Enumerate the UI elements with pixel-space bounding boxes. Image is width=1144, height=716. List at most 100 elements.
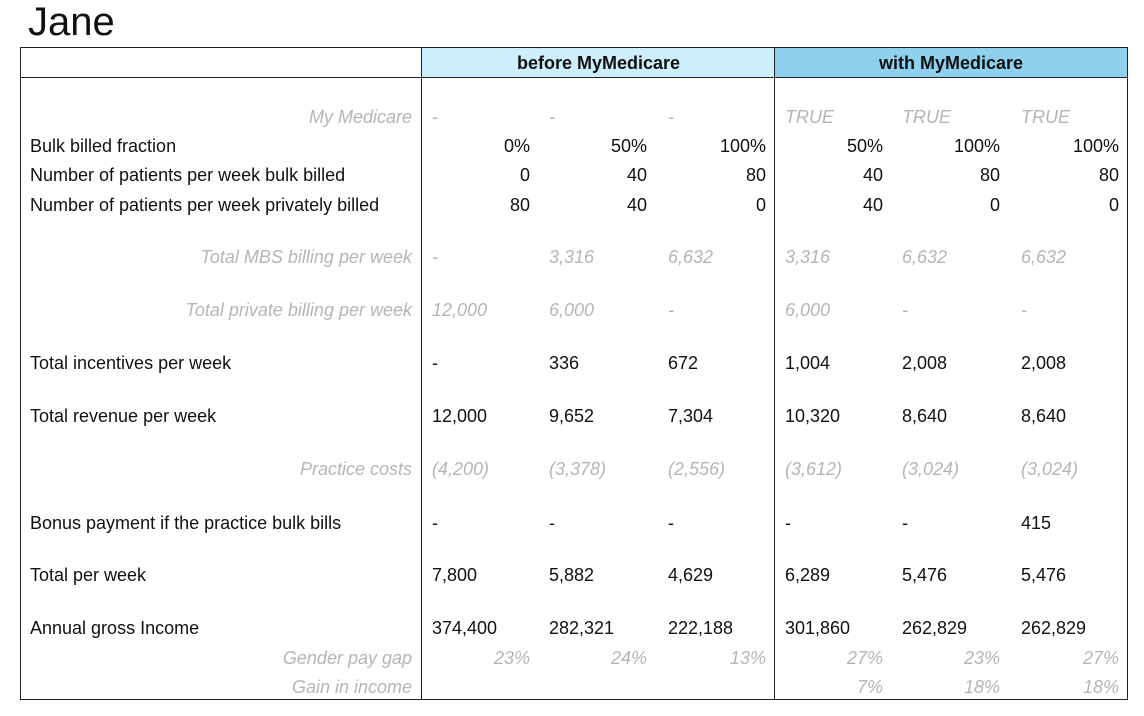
table-cell: 10,320 bbox=[785, 406, 841, 426]
table-cell: 415 bbox=[1021, 513, 1052, 533]
table-cell: 0 bbox=[989, 195, 1000, 215]
table-cell: (3,024) bbox=[902, 459, 960, 479]
table-cell: (3,024) bbox=[1021, 459, 1079, 479]
table-cell: 40 bbox=[626, 165, 647, 185]
table-cell: 80 bbox=[1098, 165, 1119, 185]
table-cell: 6,632 bbox=[1021, 247, 1067, 267]
table-frame bbox=[20, 47, 1128, 700]
table-cell: 0 bbox=[1108, 195, 1119, 215]
table-cell: - bbox=[668, 300, 674, 320]
table-cell: - bbox=[432, 107, 438, 127]
table-cell: 6,632 bbox=[668, 247, 714, 267]
table-cell: 3,316 bbox=[549, 247, 595, 267]
table-cell: 3,316 bbox=[785, 247, 831, 267]
table-cell: 23% bbox=[493, 648, 530, 668]
table-cell: 12,000 bbox=[432, 406, 488, 426]
table-cell: 80 bbox=[509, 195, 530, 215]
table-cell: 8,640 bbox=[1021, 406, 1067, 426]
table-cell: 50% bbox=[610, 136, 647, 156]
table-cell: 24% bbox=[610, 648, 647, 668]
page-title: Jane bbox=[28, 0, 115, 44]
table-cell: 27% bbox=[1082, 648, 1119, 668]
header-with-label: with MyMedicare bbox=[878, 53, 1024, 73]
table-cell: 100% bbox=[719, 136, 766, 156]
table-cell: 7,304 bbox=[668, 406, 714, 426]
table-cell: 2,008 bbox=[902, 353, 948, 373]
table-cell: - bbox=[549, 107, 555, 127]
table-cell: 1,004 bbox=[785, 353, 831, 373]
header-before-label: before MyMedicare bbox=[516, 53, 681, 73]
row-label: Total incentives per week bbox=[30, 353, 232, 373]
table-cell: 672 bbox=[668, 353, 699, 373]
table-cell: - bbox=[432, 353, 438, 373]
table-cell: 18% bbox=[1082, 677, 1119, 697]
table-cell: 40 bbox=[862, 195, 883, 215]
table-cell: 0 bbox=[519, 165, 530, 185]
header-before-background bbox=[422, 48, 775, 78]
table-cell: - bbox=[549, 513, 555, 533]
table-cell: 9,652 bbox=[549, 406, 595, 426]
table-cell: TRUE bbox=[785, 107, 834, 127]
table-cell: 6,000 bbox=[785, 300, 831, 320]
row-label: Practice costs bbox=[299, 459, 412, 479]
row-label: Total private billing per week bbox=[185, 300, 412, 320]
row-label: Bonus payment if the practice bulk bills bbox=[30, 513, 342, 533]
table-cell: 80 bbox=[979, 165, 1000, 185]
table-cell: 262,829 bbox=[1021, 618, 1087, 638]
table-cell: 282,321 bbox=[549, 618, 615, 638]
table-cell: TRUE bbox=[902, 107, 951, 127]
header-with-background bbox=[775, 48, 1127, 78]
table-cell: 336 bbox=[549, 353, 580, 373]
table-cell: 50% bbox=[846, 136, 883, 156]
table-cell: - bbox=[785, 513, 791, 533]
row-label: Gain in income bbox=[291, 677, 412, 697]
table-cell: 18% bbox=[963, 677, 1000, 697]
row-label: Number of patients per week privately bi… bbox=[30, 195, 380, 215]
header-divider bbox=[20, 77, 1128, 78]
row-label: Total revenue per week bbox=[30, 406, 217, 426]
table-cell: 0 bbox=[755, 195, 766, 215]
table-cell: 262,829 bbox=[902, 618, 968, 638]
row-label: Total MBS billing per week bbox=[200, 247, 412, 267]
table-cell: (2,556) bbox=[668, 459, 726, 479]
table-cell: - bbox=[432, 247, 438, 267]
table-cell: 40 bbox=[862, 165, 883, 185]
table-cell: 4,629 bbox=[668, 565, 714, 585]
row-label: Gender pay gap bbox=[282, 648, 412, 668]
table-cell: 13% bbox=[729, 648, 766, 668]
table-cell: - bbox=[668, 513, 674, 533]
table-cell: 222,188 bbox=[668, 618, 734, 638]
table-cell: - bbox=[1021, 300, 1027, 320]
table-cell: 27% bbox=[846, 648, 883, 668]
table-cell: - bbox=[902, 513, 908, 533]
table-cell: 23% bbox=[963, 648, 1000, 668]
table-cell: 374,400 bbox=[432, 618, 498, 638]
table-cell: 6,289 bbox=[785, 565, 831, 585]
table-cell: (3,612) bbox=[785, 459, 843, 479]
table-cell: 5,476 bbox=[1021, 565, 1067, 585]
table-cell: 0% bbox=[503, 136, 530, 156]
table-cell: 6,632 bbox=[902, 247, 948, 267]
column-divider-scenarios bbox=[774, 47, 775, 700]
row-label: Total per week bbox=[30, 565, 147, 585]
table-cell: 100% bbox=[1072, 136, 1119, 156]
table-cell: - bbox=[432, 513, 438, 533]
table-cell: 40 bbox=[626, 195, 647, 215]
table-cell: - bbox=[902, 300, 908, 320]
table-cell: TRUE bbox=[1021, 107, 1070, 127]
table-cell: 7,800 bbox=[432, 565, 478, 585]
table-cell: 5,882 bbox=[549, 565, 595, 585]
row-label: Bulk billed fraction bbox=[30, 136, 177, 156]
table-cell: 2,008 bbox=[1021, 353, 1067, 373]
table-cell: 7% bbox=[856, 677, 883, 697]
row-label: Number of patients per week bulk billed bbox=[30, 165, 346, 185]
row-label: Annual gross Income bbox=[30, 618, 200, 638]
table-cell: (4,200) bbox=[432, 459, 490, 479]
table-cell: 100% bbox=[953, 136, 1000, 156]
row-label: My Medicare bbox=[308, 107, 412, 127]
table-cell: - bbox=[668, 107, 674, 127]
column-divider-labels bbox=[421, 47, 422, 700]
table-cell: 6,000 bbox=[549, 300, 595, 320]
table-cell: (3,378) bbox=[549, 459, 607, 479]
table-cell: 301,860 bbox=[785, 618, 851, 638]
